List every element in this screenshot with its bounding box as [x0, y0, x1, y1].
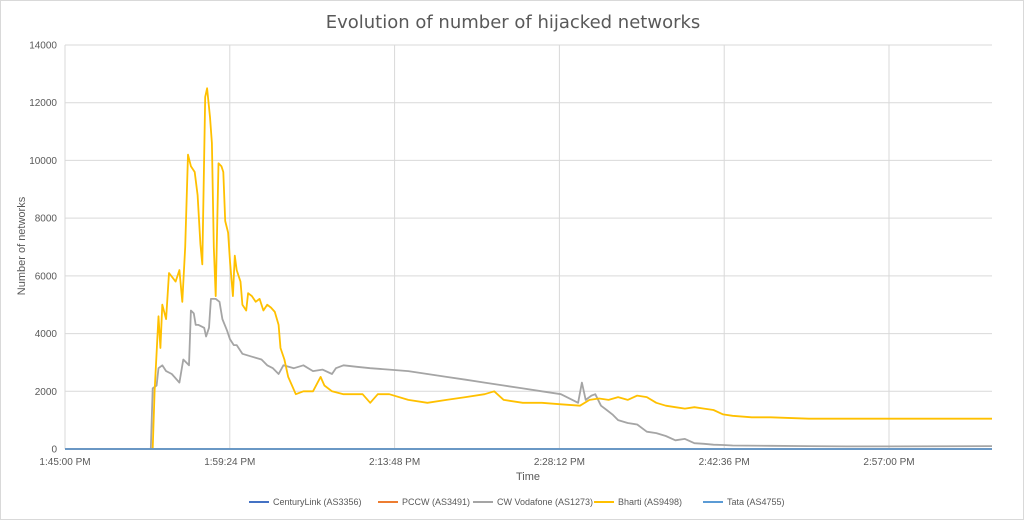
y-tick-label: 10000 — [29, 156, 57, 167]
legend: CenturyLink (AS3356) PCCW (AS3491) CW Voda… — [249, 497, 785, 507]
legend-label: Bharti (AS9498) — [618, 497, 682, 507]
y-tick-label: 8000 — [35, 214, 58, 225]
x-tick-label: 1:59:24 PM — [204, 457, 255, 468]
y-tick-label: 2000 — [35, 387, 58, 398]
y-tick-label: 4000 — [35, 329, 58, 340]
x-tick-label: 2:42:36 PM — [699, 457, 750, 468]
y-tick-label: 6000 — [35, 271, 58, 282]
y-tick-labels: 0 2000 4000 6000 8000 10000 12000 14000 — [29, 41, 57, 456]
x-tick-labels: 1:45:00 PM 1:59:24 PM 2:13:48 PM 2:28:12 PM… — [39, 457, 914, 468]
legend-label: PCCW (AS3491) — [402, 497, 470, 507]
legend-label: CW Vodafone (AS1273) — [497, 497, 593, 507]
x-tick-label: 1:45:00 PM — [39, 457, 90, 468]
series-line-3 — [65, 87, 992, 450]
x-axis-title: Time — [516, 471, 540, 483]
series-layer — [65, 87, 993, 450]
legend-label: CenturyLink (AS3356) — [273, 497, 362, 507]
grid-layer — [64, 44, 992, 450]
y-tick-label: 12000 — [29, 98, 57, 109]
series-line-2 — [65, 298, 993, 450]
x-tick-label: 2:13:48 PM — [369, 457, 420, 468]
legend-label: Tata (AS4755) — [727, 497, 785, 507]
y-tick-label: 0 — [51, 445, 57, 456]
y-tick-label: 14000 — [29, 41, 57, 52]
x-tick-label: 2:28:12 PM — [534, 457, 585, 468]
y-axis-title: Number of networks — [16, 196, 28, 295]
x-tick-label: 2:57:00 PM — [863, 457, 914, 468]
chart-title: Evolution of number of hijacked networks — [326, 12, 701, 33]
